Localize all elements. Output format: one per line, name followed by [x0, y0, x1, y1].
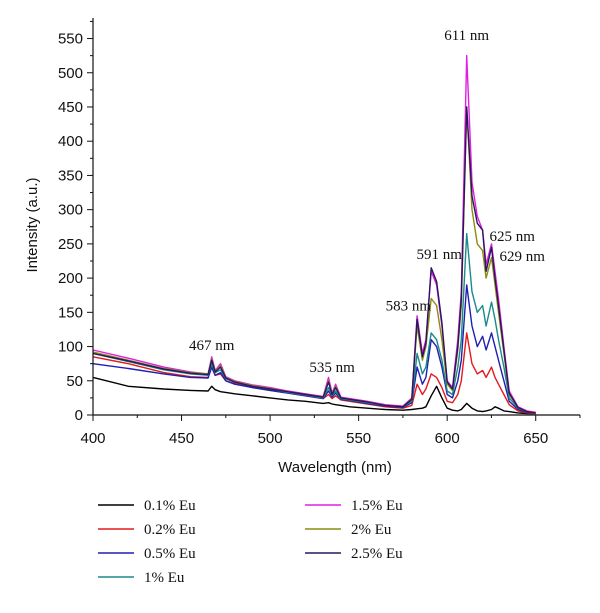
legend-label: 1.5% Eu: [351, 498, 403, 514]
y-tick-label: 200: [58, 270, 83, 287]
x-tick-label: 600: [435, 430, 460, 447]
y-tick-label: 550: [58, 31, 83, 48]
legend-label: 2% Eu: [351, 522, 392, 538]
legend-label: 0.1% Eu: [144, 498, 196, 514]
peak-annotation: 629 nm: [500, 249, 546, 265]
series-line: [92, 284, 536, 414]
peak-annotation: 591 nm: [417, 247, 463, 263]
series-line: [92, 376, 536, 415]
legend-label: 0.5% Eu: [144, 546, 196, 562]
x-tick-label: 400: [80, 430, 105, 447]
legend-label: 1% Eu: [144, 570, 185, 586]
peak-annotation: 467 nm: [189, 338, 235, 354]
legend-item: 0.2% Eu: [98, 522, 196, 538]
y-tick-label: 350: [58, 167, 83, 184]
legend-item: 1.5% Eu: [305, 498, 403, 514]
series-line: [92, 54, 536, 413]
series-layer: [92, 54, 536, 415]
legend-label: 0.2% Eu: [144, 522, 196, 538]
legend-item: 0.5% Eu: [98, 546, 196, 562]
y-axis-label: Intensity (a.u.): [24, 177, 41, 272]
legend-item: 1% Eu: [98, 570, 185, 586]
y-tick-label: 450: [58, 99, 83, 116]
annotation-layer: 467 nm 535 nm 583 nm 591 nm 611 nm 625 nm 629 …: [189, 28, 545, 376]
x-tick-label: 650: [523, 430, 548, 447]
peak-annotation: 611 nm: [444, 28, 489, 44]
x-tick-label: 500: [258, 430, 283, 447]
peak-annotation: 583 nm: [386, 298, 432, 314]
legend-item: 2% Eu: [305, 522, 392, 538]
legend: 0.1% Eu 0.2% Eu 0.5% Eu 1% Eu 1.5% Eu 2% Eu 2.…: [98, 498, 403, 586]
y-tick-label: 400: [58, 133, 83, 150]
y-tick-label: 100: [58, 339, 83, 356]
legend-item: 0.1% Eu: [98, 498, 196, 514]
y-tick-label: 500: [58, 65, 83, 82]
y-tick-label: 50: [66, 373, 83, 390]
y-tick-label: 250: [58, 236, 83, 253]
peak-annotation: 625 nm: [489, 229, 535, 245]
axes-layer: 0 50 100 150 200 250 300 350 400 450 500 550 400 450 5…: [58, 18, 581, 447]
y-tick-label: 150: [58, 304, 83, 321]
x-tick-label: 450: [169, 430, 194, 447]
legend-label: 2.5% Eu: [351, 546, 403, 562]
legend-item: 2.5% Eu: [305, 546, 403, 562]
x-axis-label: Wavelength (nm): [278, 459, 392, 476]
series-line: [92, 232, 536, 414]
x-tick-label: 550: [346, 430, 371, 447]
peak-annotation: 535 nm: [309, 360, 355, 376]
series-line: [92, 106, 536, 414]
y-tick-label: 300: [58, 202, 83, 219]
y-tick-label: 0: [75, 407, 83, 424]
